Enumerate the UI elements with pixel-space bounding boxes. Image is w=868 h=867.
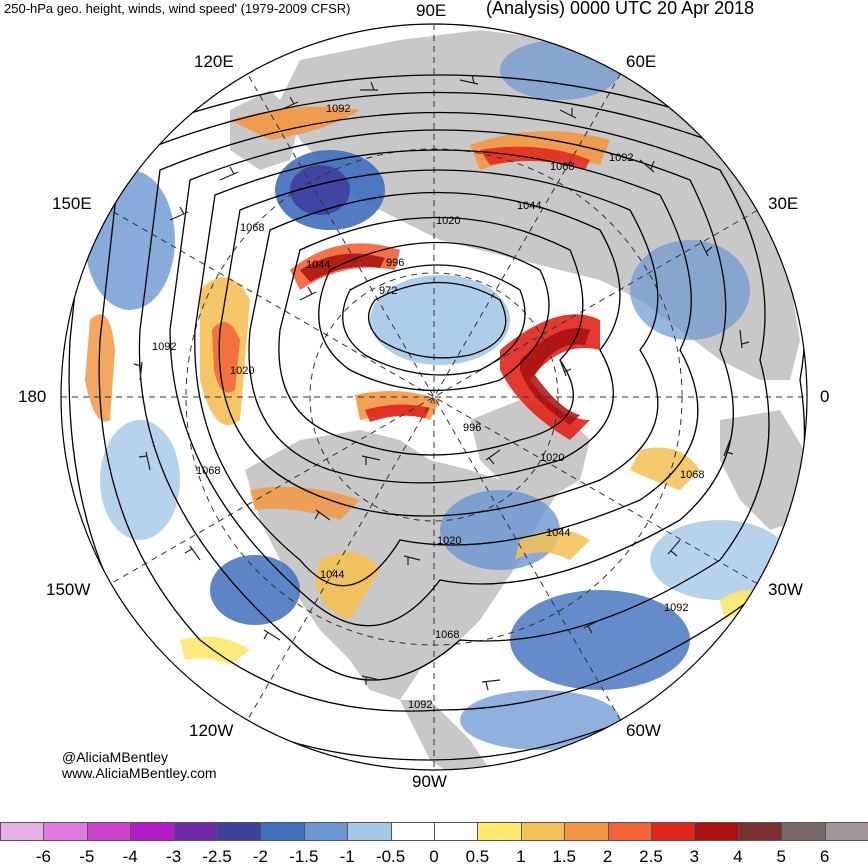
colorbar-tick-label: -2.5 bbox=[202, 847, 232, 866]
colorbar-tick-label: 2.5 bbox=[639, 847, 663, 866]
colorbar-tick-label: 4 bbox=[733, 847, 743, 866]
colorbar-tick-label: 1 bbox=[516, 847, 526, 866]
colorbar-swatch bbox=[651, 822, 696, 841]
lon-label-90e: 90E bbox=[416, 1, 447, 20]
colorbar-tick-label: -0.5 bbox=[375, 847, 406, 866]
colorbar-swatch bbox=[303, 822, 349, 841]
contour-label: 1068 bbox=[196, 465, 220, 477]
contour-label: 1044 bbox=[306, 259, 330, 271]
contour-label: 1020 bbox=[230, 365, 254, 377]
colorbar-tick-label: 6 bbox=[819, 847, 830, 866]
land-central-america bbox=[400, 700, 490, 770]
contour-label: 1068 bbox=[240, 222, 264, 234]
contour-label: 1044 bbox=[320, 569, 344, 581]
colorbar-swatch bbox=[347, 822, 392, 841]
contour-label: 996 bbox=[463, 422, 481, 434]
map-border bbox=[60, 23, 808, 771]
colorbar-tick-label: -5 bbox=[79, 847, 95, 866]
contour-label: 1092 bbox=[664, 602, 688, 614]
colorbar-tick-label: 0.5 bbox=[465, 847, 490, 866]
contour-label: 1092 bbox=[152, 341, 176, 353]
colorbar-swatch bbox=[130, 822, 175, 841]
colorbar-swatch bbox=[173, 822, 218, 841]
colorbar-swatch bbox=[781, 822, 826, 841]
colorbar-swatch bbox=[86, 822, 132, 841]
lon-label-120e: 120E bbox=[194, 52, 234, 71]
wind-barbs bbox=[133, 74, 750, 691]
colorbar-tick-label: 5 bbox=[776, 847, 786, 866]
lon-label-150w: 150W bbox=[46, 580, 91, 599]
graticule bbox=[61, 24, 807, 770]
colorbar-swatch bbox=[520, 822, 566, 841]
colorbar-tick-label: 3 bbox=[689, 847, 700, 866]
lon-label-30e: 30E bbox=[768, 194, 799, 213]
land-africa bbox=[720, 410, 807, 530]
contour-label: 1068 bbox=[435, 629, 459, 641]
colorbar-tick-label: -1 bbox=[339, 847, 355, 866]
credit-handle: @AliciaMBentley bbox=[62, 749, 169, 765]
colorbar-tick-label: -3 bbox=[166, 847, 182, 866]
colorbar-tick-label: 2 bbox=[602, 847, 613, 866]
contour-label: 1092 bbox=[609, 152, 633, 164]
contour-label: 1020 bbox=[540, 452, 564, 464]
contour-label: 1020 bbox=[436, 215, 460, 227]
colorbar-swatch bbox=[390, 822, 435, 841]
colorbar-tick-label: -4 bbox=[122, 847, 138, 866]
colorbar-swatch bbox=[564, 822, 609, 841]
colorbar-swatch bbox=[217, 822, 262, 841]
colorbar-swatch bbox=[824, 822, 868, 841]
contour-label: 1068 bbox=[680, 469, 704, 481]
colorbar-swatch bbox=[434, 822, 479, 841]
contour-labels: 1092 1068 1044 1020 996 972 1068 1092 10… bbox=[152, 103, 704, 711]
valid-time-label: (Analysis) 0000 UTC 20 Apr 2018 bbox=[486, 0, 755, 18]
lon-label-150e: 150E bbox=[52, 194, 92, 213]
contour-label: 972 bbox=[379, 285, 397, 297]
contour-label: 1044 bbox=[517, 200, 541, 212]
colorbar-tick-label: 0 bbox=[429, 847, 439, 866]
lon-label-60e: 60E bbox=[626, 52, 657, 71]
lon-label-90w: 90W bbox=[412, 772, 447, 791]
lon-label-60w: 60W bbox=[626, 721, 661, 740]
contour-label: 1068 bbox=[550, 161, 574, 173]
colorbar: -6 -5 -4 -3 -2.5 -2 -1.5 -1 -0.5 0 0.5 1 1.5 2 2.5 3 4 5 6 bbox=[0, 822, 868, 866]
colorbar-swatch bbox=[737, 822, 783, 841]
colorbar-tick-label: -6 bbox=[35, 847, 51, 866]
colorbar-swatch bbox=[260, 822, 305, 841]
polar-map: 1092 1068 1044 1020 996 972 1068 1092 10… bbox=[60, 23, 808, 771]
lon-label-120w: 120W bbox=[189, 721, 234, 740]
colorbar-swatch bbox=[43, 822, 88, 841]
contour-label: 1092 bbox=[408, 699, 432, 711]
contour-label: 1044 bbox=[546, 527, 570, 539]
lon-label-30w: 30W bbox=[768, 580, 803, 599]
contour-label: 1092 bbox=[326, 103, 350, 115]
colorbar-tick-label: -1.5 bbox=[289, 847, 319, 866]
colorbar-tick-label: 1.5 bbox=[552, 847, 577, 866]
contour-label: 996 bbox=[386, 257, 404, 269]
credit-website: www.AliciaMBentley.com bbox=[62, 765, 217, 781]
colorbar-swatch bbox=[607, 822, 652, 841]
lon-label-180: 180 bbox=[18, 387, 47, 406]
colorbar-swatch bbox=[0, 822, 45, 841]
contour-label: 1020 bbox=[437, 535, 461, 547]
colorbar-swatch bbox=[694, 822, 739, 841]
colorbar-tick-label: -2 bbox=[252, 847, 268, 866]
lon-label-0: 0 bbox=[820, 387, 830, 406]
colorbar-swatch bbox=[477, 822, 522, 841]
map-title: 250-hPa geo. height, winds, wind speed' … bbox=[4, 1, 351, 16]
